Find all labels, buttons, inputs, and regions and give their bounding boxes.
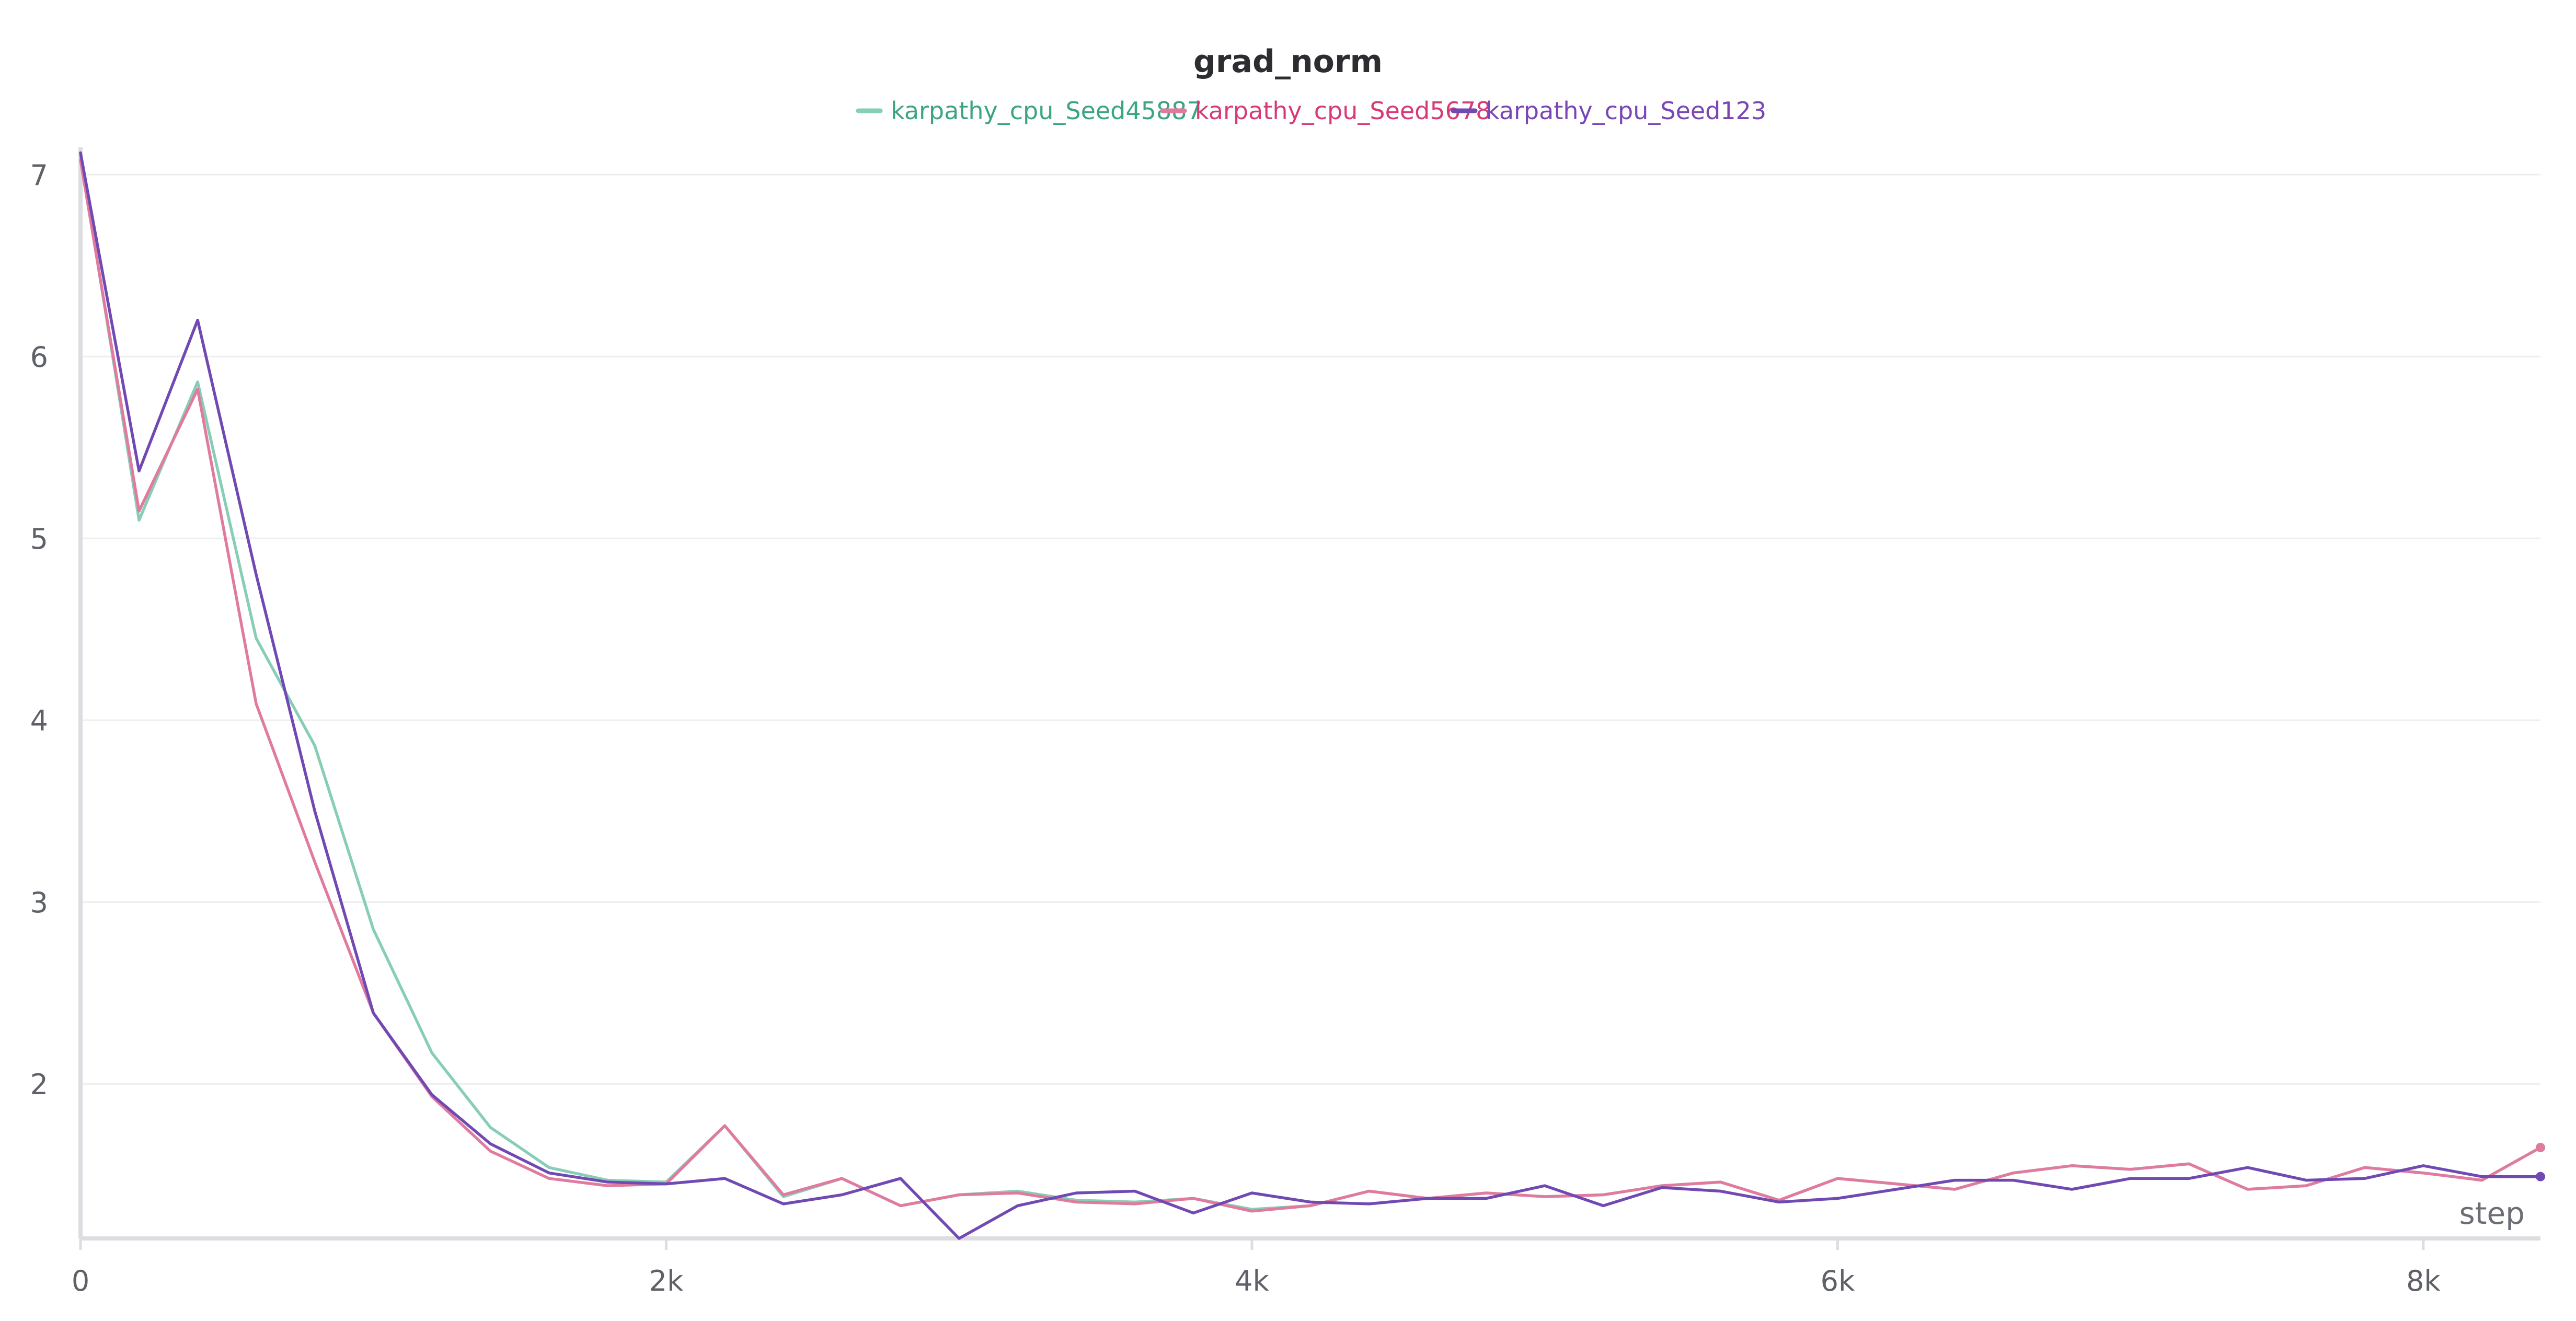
x-tick-label: 8k xyxy=(2406,1265,2441,1297)
y-tick-label: 5 xyxy=(30,523,48,555)
legend-label: karpathy_cpu_Seed5678 xyxy=(1195,97,1491,125)
legend-item: karpathy_cpu_Seed45887 xyxy=(856,97,1202,125)
x-tick-label: 0 xyxy=(72,1265,89,1297)
x-axis-ticks: 0 2k 4k 6k 8k xyxy=(72,1238,2441,1297)
y-tick-label: 6 xyxy=(30,341,48,374)
gridlines xyxy=(80,173,2540,1085)
chart-title: grad_norm xyxy=(1193,43,1383,80)
legend: karpathy_cpu_Seed45887karpathy_cpu_Seed5… xyxy=(856,97,1766,125)
series-end-point xyxy=(2536,1172,2545,1181)
legend-label: karpathy_cpu_Seed45887 xyxy=(891,97,1202,125)
series-end-point xyxy=(2536,1143,2545,1152)
series-line xyxy=(79,151,2542,1240)
y-tick-label: 7 xyxy=(30,159,48,192)
legend-item: karpathy_cpu_Seed5678 xyxy=(1160,97,1491,125)
series-0 xyxy=(79,155,2545,1211)
x-tick-label: 6k xyxy=(1821,1265,1855,1297)
legend-label: karpathy_cpu_Seed123 xyxy=(1486,97,1766,125)
legend-item: karpathy_cpu_Seed123 xyxy=(1451,97,1766,125)
x-tick-label: 2k xyxy=(649,1265,684,1297)
x-tick-label: 4k xyxy=(1235,1265,1269,1297)
y-tick-label: 4 xyxy=(30,704,48,737)
series-2 xyxy=(79,151,2545,1240)
x-axis-label: step xyxy=(2459,1196,2525,1231)
series-line xyxy=(79,158,2542,1213)
series-1 xyxy=(79,158,2545,1213)
series-group xyxy=(79,151,2545,1240)
series-line xyxy=(79,155,2542,1211)
y-tick-label: 3 xyxy=(30,886,48,919)
y-tick-label: 2 xyxy=(30,1068,48,1101)
y-axis-ticks: 2 3 4 5 6 7 xyxy=(30,159,48,1101)
